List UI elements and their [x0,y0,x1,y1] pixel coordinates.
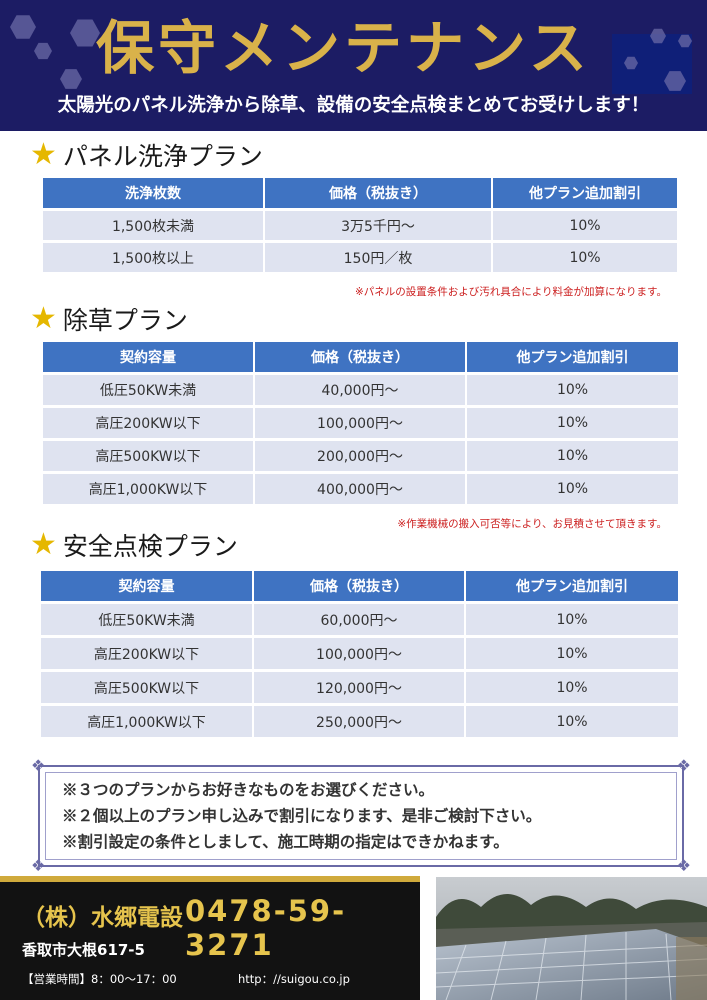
table-header-row: 契約容量 価格（税抜き） 他プラン追加割引 [41,571,678,601]
table-cell: 120,000円～ [254,669,466,703]
notice-text: ※３つのプランからお好きなものをお選びください。 ※２個以上のプラン申し込みで割… [62,777,541,855]
column-header: 契約容量 [43,342,255,372]
hexagon-decoration [34,42,52,60]
table-row: 1,500枚以上 150円／枚 10% [43,240,677,272]
ornament-icon: ❖ [31,756,46,775]
table-cell: 低圧50KW未満 [41,601,254,635]
business-hours: 【営業時間】8：00～17：00 [22,972,177,986]
table-cell: 10% [493,240,677,272]
table-cell: 10% [467,405,678,438]
hexagon-decoration [60,69,82,89]
section-title: 除草プラン [62,306,188,335]
table-row: 低圧50KW未満 40,000円～ 10% [43,372,678,405]
hexagon-decoration [10,15,36,39]
column-header: 価格（税抜き） [265,178,493,208]
section-heading-panel-cleaning: ★ パネル洗浄プラン [30,138,263,172]
table-cell: 60,000円～ [254,601,466,635]
pricing-note: ※パネルの設置条件および汚れ具合により料金が加算になります。 [354,286,667,298]
column-header: 他プラン追加割引 [467,342,678,372]
table-row: 高圧500KW以下 120,000円～ 10% [41,669,678,703]
weeding-table: 契約容量 価格（税抜き） 他プラン追加割引 低圧50KW未満 40,000円～ … [43,342,678,504]
section-heading-weeding: ★ 除草プラン [30,302,188,336]
star-icon: ★ [30,527,57,562]
website-link[interactable]: http：//suigou.co.jp [238,972,350,986]
hexagon-decoration [664,71,686,91]
hexagon-decoration [70,19,100,47]
solar-panel-illustration [436,877,707,1000]
table-cell: 10% [493,208,677,240]
table-row: 高圧500KW以下 200,000円～ 10% [43,438,678,471]
section-title: パネル洗浄プラン [62,142,263,171]
table-row: 高圧200KW以下 100,000円～ 10% [43,405,678,438]
table-row: 1,500枚未満 3万5千円～ 10% [43,208,677,240]
company-footer: （株）水郷電設 0478-59-3271 香取市大根617-5 【営業時間】8：… [0,876,420,1000]
table-row: 高圧200KW以下 100,000円～ 10% [41,635,678,669]
table-cell: 1,500枚以上 [43,240,265,272]
ornament-icon: ❖ [676,856,691,875]
table-cell: 200,000円～ [255,438,467,471]
table-header-row: 契約容量 価格（税抜き） 他プラン追加割引 [43,342,678,372]
table-cell: 高圧200KW以下 [43,405,255,438]
page-title: 保守メンテナンス [96,14,591,82]
table-cell: 高圧1,000KW以下 [43,471,255,504]
column-header: 価格（税抜き） [255,342,467,372]
column-header: 契約容量 [41,571,254,601]
table-cell: 10% [466,703,678,737]
star-icon: ★ [30,301,57,336]
table-cell: 100,000円～ [254,635,466,669]
hexagon-decoration [624,56,638,70]
notice-line: ※２個以上のプラン申し込みで割引になります、是非ご検討下さい。 [62,806,542,825]
footer-gold-stripe [0,876,420,882]
company-name: （株）水郷電設 [22,905,183,931]
table-cell: 高圧500KW以下 [43,438,255,471]
table-cell: 10% [467,438,678,471]
table-cell: 10% [467,471,678,504]
table-row: 高圧1,000KW以下 250,000円～ 10% [41,703,678,737]
panel-cleaning-table: 洗浄枚数 価格（税抜き） 他プラン追加割引 1,500枚未満 3万5千円～ 10… [43,178,677,272]
table-row: 低圧50KW未満 60,000円～ 10% [41,601,678,635]
table-cell: 高圧200KW以下 [41,635,254,669]
hexagon-decoration [650,28,666,44]
table-cell: 10% [466,669,678,703]
hexagon-decoration [678,34,692,48]
table-cell: 3万5千円～ [265,208,493,240]
star-icon: ★ [30,137,57,172]
table-cell: 250,000円～ [254,703,466,737]
page-subtitle: 太陽光のパネル洗浄から除草、設備の安全点検まとめてお受けします！ [57,95,650,116]
notice-line: ※割引設定の条件としまして、施工時期の指定はできかねます。 [62,832,509,851]
pricing-note: ※作業機械の搬入可否等により、お見積させて頂きます。 [397,518,667,530]
table-cell: 10% [467,372,678,405]
table-row: 高圧1,000KW以下 400,000円～ 10% [43,471,678,504]
ornament-icon: ❖ [31,856,46,875]
table-cell: 10% [466,601,678,635]
column-header: 他プラン追加割引 [466,571,678,601]
table-cell: 1,500枚未満 [43,208,265,240]
table-cell: 100,000円～ [255,405,467,438]
column-header: 価格（税抜き） [254,571,466,601]
solar-panel-photo [436,877,707,1000]
section-heading-safety-inspection: ★ 安全点検プラン [30,528,238,562]
ornament-icon: ❖ [676,756,691,775]
header-banner: 保守メンテナンス 太陽光のパネル洗浄から除草、設備の安全点検まとめてお受けします… [0,0,707,131]
notice-box: ❖ ❖ ❖ ❖ ※３つのプランからお好きなものをお選びください。 ※２個以上のプ… [31,758,691,874]
column-header: 他プラン追加割引 [493,178,677,208]
column-header: 洗浄枚数 [43,178,265,208]
table-header-row: 洗浄枚数 価格（税抜き） 他プラン追加割引 [43,178,677,208]
company-address: 香取市大根617-5 [22,941,145,959]
table-cell: 高圧500KW以下 [41,669,254,703]
section-title: 安全点検プラン [62,532,238,561]
table-cell: 150円／枚 [265,240,493,272]
notice-line: ※３つのプランからお好きなものをお選びください。 [62,780,435,799]
phone-number[interactable]: 0478-59-3271 [185,894,347,962]
table-cell: 高圧1,000KW以下 [41,703,254,737]
safety-inspection-table: 契約容量 価格（税抜き） 他プラン追加割引 低圧50KW未満 60,000円～ … [41,571,678,737]
table-cell: 低圧50KW未満 [43,372,255,405]
table-cell: 10% [466,635,678,669]
table-cell: 40,000円～ [255,372,467,405]
table-cell: 400,000円～ [255,471,467,504]
